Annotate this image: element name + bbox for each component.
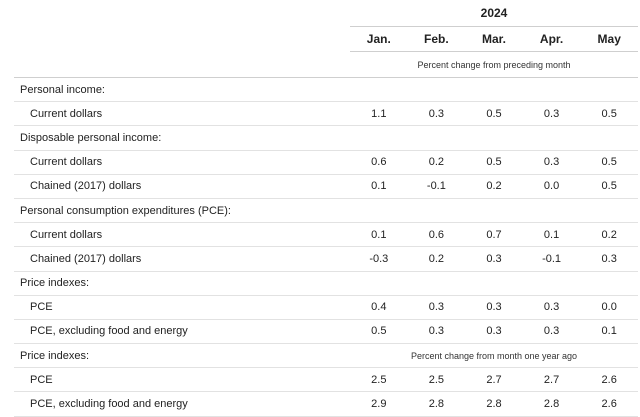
value-cell: 0.1	[580, 319, 639, 345]
header-blank	[14, 27, 350, 52]
row-label: Current dollars	[14, 150, 350, 175]
value-cell: 0.2	[580, 222, 639, 248]
subtitle-row: Percent change from preceding month	[14, 51, 639, 78]
table-row: PCE, excluding food and energy 0.5 0.3 0…	[14, 319, 639, 345]
value-cell: 0.3	[522, 150, 581, 175]
value-cell: 0.6	[350, 150, 408, 175]
value-cell: 0.3	[522, 295, 581, 320]
row-label: Current dollars	[14, 222, 350, 248]
value-cell: 2.5	[407, 367, 466, 393]
table-row: PCE 0.4 0.3 0.3 0.3 0.0	[14, 295, 639, 320]
section-row: Price indexes:	[14, 271, 639, 296]
table-row: Current dollars 1.1 0.3 0.5 0.3 0.5	[14, 101, 639, 127]
value-cell: 0.1	[522, 222, 581, 248]
table-row: PCE, excluding food and energy 2.9 2.8 2…	[14, 391, 639, 417]
month-header: Apr.	[522, 26, 581, 52]
value-cell: 0.5	[465, 150, 523, 175]
value-cell: 2.6	[580, 391, 639, 417]
value-cell: 0.5	[580, 174, 639, 199]
value-cell: -0.3	[350, 246, 408, 272]
section-row: Personal income:	[14, 77, 639, 103]
month-header: Jan.	[350, 26, 408, 52]
value-cell: 0.2	[465, 174, 523, 199]
row-label: Chained (2017) dollars	[14, 174, 350, 199]
value-cell: -0.1	[407, 174, 466, 199]
value-cell: 0.3	[465, 319, 523, 345]
value-cell: 0.3	[407, 295, 466, 320]
value-cell: 0.7	[465, 222, 523, 248]
table-row: Chained (2017) dollars -0.3 0.2 0.3 -0.1…	[14, 246, 639, 272]
year-header: 2024	[350, 0, 639, 27]
table-row: PCE 2.5 2.5 2.7 2.7 2.6	[14, 367, 639, 393]
table-subtitle: Percent change from preceding month	[350, 51, 639, 78]
value-cell: 0.3	[407, 319, 466, 345]
value-cell: 0.3	[407, 101, 466, 127]
value-cell: 2.8	[522, 391, 581, 417]
value-cell: 0.3	[465, 246, 523, 272]
section-label: Price indexes:	[14, 271, 350, 296]
value-cell: 0.3	[522, 319, 581, 345]
value-cell: 2.8	[407, 391, 466, 417]
year-header-row: 2024	[14, 0, 639, 27]
value-cell: 0.3	[465, 295, 523, 320]
table-row: Current dollars 0.6 0.2 0.5 0.3 0.5	[14, 150, 639, 175]
section-label: Price indexes:	[14, 343, 350, 369]
row-label: Current dollars	[14, 101, 350, 127]
value-cell: 0.0	[522, 174, 581, 199]
header-blank	[14, 0, 350, 27]
value-cell: 0.2	[407, 246, 466, 272]
value-cell: 0.5	[580, 150, 639, 175]
row-label: PCE	[14, 367, 350, 393]
section-row: Personal consumption expenditures (PCE):	[14, 198, 639, 224]
month-header: May	[580, 26, 639, 52]
row-label: PCE	[14, 295, 350, 320]
section-label: Personal income:	[14, 77, 350, 103]
value-cell: 0.2	[407, 150, 466, 175]
table-row: Current dollars 0.1 0.6 0.7 0.1 0.2	[14, 222, 639, 248]
value-cell: 2.7	[465, 367, 523, 393]
value-cell: 0.4	[350, 295, 408, 320]
value-cell: 0.3	[522, 101, 581, 127]
section-label: Disposable personal income:	[14, 125, 350, 151]
value-cell: 2.6	[580, 367, 639, 393]
value-cell: 0.3	[580, 246, 639, 272]
section-label: Personal consumption expenditures (PCE):	[14, 198, 350, 224]
value-cell: 2.8	[465, 391, 523, 417]
value-cell: 0.5	[580, 101, 639, 127]
value-cell: 0.1	[350, 174, 408, 199]
value-cell: -0.1	[522, 246, 581, 272]
section-row: Disposable personal income:	[14, 125, 639, 151]
table-row: Chained (2017) dollars 0.1 -0.1 0.2 0.0 …	[14, 174, 639, 199]
month-header: Feb.	[407, 26, 466, 52]
value-cell: 0.5	[465, 101, 523, 127]
month-header: Mar.	[465, 26, 523, 52]
section-note: Percent change from month one year ago	[350, 343, 639, 369]
value-cell: 0.6	[407, 222, 466, 248]
header-blank	[14, 51, 350, 78]
value-cell: 1.1	[350, 101, 408, 127]
row-label: PCE, excluding food and energy	[14, 391, 350, 417]
row-label: Chained (2017) dollars	[14, 246, 350, 272]
section-row: Price indexes: Percent change from month…	[14, 343, 639, 369]
value-cell: 2.9	[350, 391, 408, 417]
value-cell: 2.5	[350, 367, 408, 393]
month-header-row: Jan. Feb. Mar. Apr. May	[14, 26, 639, 52]
value-cell: 0.5	[350, 319, 408, 345]
value-cell: 0.0	[580, 295, 639, 320]
row-label: PCE, excluding food and energy	[14, 319, 350, 345]
value-cell: 0.1	[350, 222, 408, 248]
value-cell: 2.7	[522, 367, 581, 393]
personal-income-outlays-table: 2024 Jan. Feb. Mar. Apr. May Percent cha…	[14, 0, 639, 417]
